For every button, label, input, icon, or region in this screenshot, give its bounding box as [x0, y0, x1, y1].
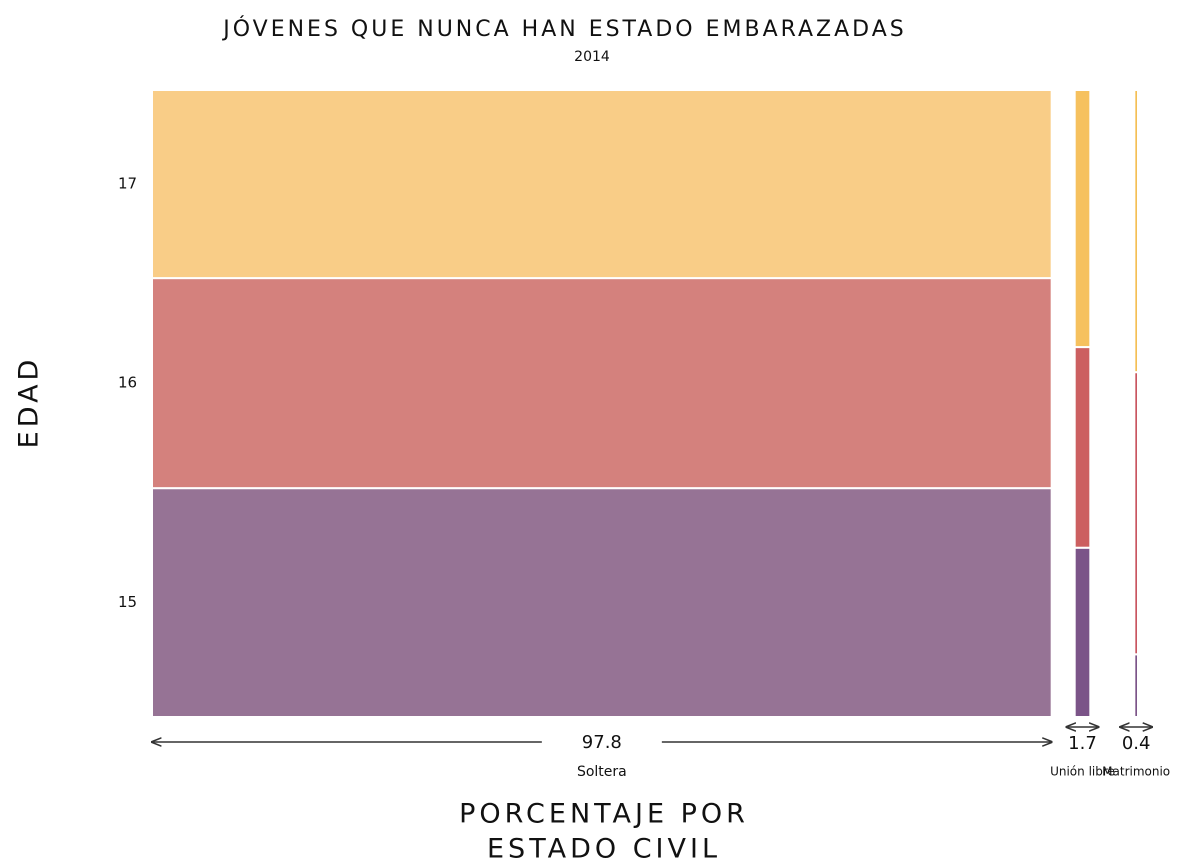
series-label: 15 [118, 593, 137, 611]
label-bg [541, 730, 662, 754]
width-label: 0.4 [1122, 733, 1151, 754]
segment [1133, 371, 1139, 656]
width-label: 97.8 [582, 732, 622, 753]
segment [1073, 89, 1092, 349]
column-label: Soltera [577, 764, 627, 780]
y-axis-label: EDAD [14, 356, 45, 449]
series-label: 16 [118, 374, 137, 392]
segment [151, 89, 1053, 280]
segment [151, 487, 1053, 718]
segment [151, 277, 1053, 490]
x-axis-label: PORCENTAJE POR [459, 799, 749, 830]
segment [1073, 346, 1092, 549]
segment [1133, 653, 1139, 718]
segment [1133, 89, 1139, 374]
x-axis-label: ESTADO CIVIL [487, 834, 721, 863]
segment [1073, 546, 1092, 719]
column-label: Unión libre [1050, 765, 1115, 779]
series-label: 17 [118, 175, 137, 193]
chart-subtitle: 2014 [574, 49, 610, 65]
width-label: 1.7 [1068, 733, 1097, 754]
chart-title: JÓVENES QUE NUNCA HAN ESTADO EMBARAZADAS [221, 16, 907, 42]
column-label: Matrimonio [1102, 765, 1170, 779]
